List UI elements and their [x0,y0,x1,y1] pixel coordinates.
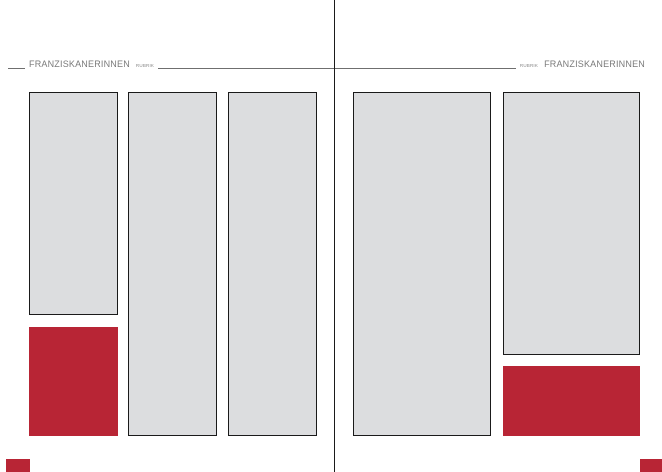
left-header-rule [8,68,334,69]
right-header-title: FRANZISKANERINNEN [544,59,645,69]
right-page-number-marker [640,459,662,472]
right-red-text-box [503,366,640,436]
left-page-number-marker [6,459,30,472]
right-running-header: RUBRIK FRANZISKANERINNEN [515,59,649,73]
right-image-placeholder [503,92,640,355]
right-page: RUBRIK FRANZISKANERINNEN [335,0,662,472]
left-header-rubrik: RUBRIK [135,63,155,68]
left-red-text-box [29,327,118,436]
spine-divider [334,0,335,472]
right-large-placeholder [353,92,491,436]
left-running-header: FRANZISKANERINNEN RUBRIK [25,59,159,73]
left-page: FRANZISKANERINNEN RUBRIK [6,59,334,472]
left-column-placeholder-3 [228,92,317,436]
left-image-placeholder-1 [29,92,118,315]
left-header-title: FRANZISKANERINNEN [29,59,130,69]
right-header-rubrik: RUBRIK [519,63,539,68]
left-column-placeholder-2 [128,92,217,436]
right-header-rule [335,68,647,69]
